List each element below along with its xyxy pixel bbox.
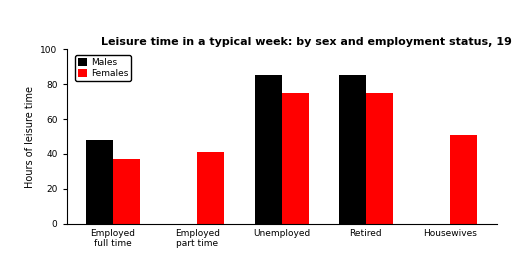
Bar — [339, 75, 366, 224]
Bar — [197, 152, 224, 224]
Y-axis label: Hours of leisure time: Hours of leisure time — [25, 85, 35, 188]
Text: Leisure time in a typical week: by sex and employment status, 1998 - 99: Leisure time in a typical week: by sex a… — [101, 37, 512, 47]
Legend: Males, Females: Males, Females — [75, 55, 131, 81]
Bar — [254, 75, 282, 224]
Bar — [282, 93, 309, 224]
Bar — [450, 135, 477, 224]
Bar — [113, 159, 140, 224]
Bar — [366, 93, 393, 224]
Bar — [86, 140, 113, 224]
